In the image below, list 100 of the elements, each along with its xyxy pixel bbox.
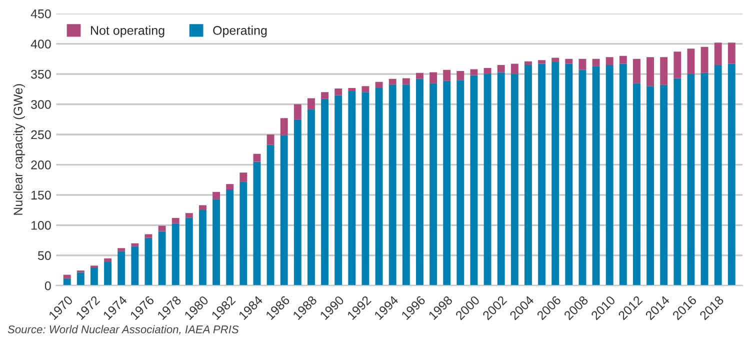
bar: [619, 56, 627, 64]
bar: [375, 82, 383, 88]
bar: [484, 74, 492, 286]
bar: [185, 213, 193, 218]
bar: [687, 48, 695, 74]
bar: [510, 74, 518, 286]
bar: [334, 95, 342, 286]
bar: [118, 251, 126, 286]
bar: [714, 42, 722, 65]
bar: [104, 262, 112, 286]
bar: [578, 70, 586, 286]
bar: [307, 98, 315, 110]
bar: [632, 58, 640, 84]
bar: [578, 58, 586, 70]
bar: [606, 57, 614, 65]
y-tick-label: 100: [31, 220, 51, 230]
bar: [402, 78, 410, 84]
bar: [321, 92, 329, 99]
bar: [198, 210, 206, 286]
bar: [456, 71, 464, 80]
bar: [144, 234, 152, 238]
bar: [280, 135, 288, 286]
bar: [430, 72, 438, 84]
bar: [728, 64, 736, 286]
bar: [63, 274, 71, 278]
bar: [172, 223, 180, 286]
bar: [118, 248, 126, 252]
bar: [646, 86, 654, 286]
bar: [402, 84, 410, 286]
bar: [185, 218, 193, 286]
bar: [212, 192, 220, 200]
y-tick-label: 200: [31, 160, 51, 170]
source-note: Source: World Nuclear Association, IAEA PRIS: [8, 325, 239, 335]
bar: [416, 78, 424, 286]
bar: [565, 58, 573, 64]
bar: [714, 64, 722, 286]
bar: [240, 182, 248, 286]
bar: [63, 278, 71, 286]
bar: [632, 83, 640, 286]
bar: [674, 52, 682, 78]
y-tick-label: 300: [31, 100, 51, 109]
bar: [484, 68, 492, 74]
bar: [294, 119, 302, 286]
bar: [456, 80, 464, 286]
bar: [362, 92, 370, 286]
bar: [660, 57, 668, 85]
bar: [660, 84, 668, 286]
bar: [443, 70, 451, 81]
y-tick-label: 400: [30, 40, 51, 48]
bar: [592, 58, 600, 66]
bar: [524, 64, 532, 286]
bar: [524, 61, 532, 65]
bar: [104, 258, 112, 262]
bar: [321, 98, 329, 286]
legend-label: Operating: [213, 26, 267, 38]
bar: [294, 104, 302, 120]
bar: [348, 88, 356, 91]
y-axis-title: Nuclear capacity (GWe): [13, 84, 25, 215]
bar: [158, 231, 166, 286]
bar: [728, 42, 736, 64]
bar: [606, 64, 614, 286]
bar: [497, 64, 505, 72]
bar: [538, 64, 546, 286]
legend-label: Not operating: [91, 26, 164, 38]
bar: [470, 75, 478, 286]
bar: [687, 74, 695, 286]
bar: [226, 189, 234, 286]
bar: [497, 72, 505, 286]
bar: [172, 218, 180, 224]
bar: [510, 64, 518, 74]
bar: [470, 69, 478, 76]
bar: [240, 172, 248, 182]
y-tick-label: 50: [38, 251, 51, 260]
bar: [90, 267, 98, 286]
bar: [443, 80, 451, 286]
bar: [375, 88, 383, 286]
bar: [416, 72, 424, 79]
bar: [280, 118, 288, 136]
bar: [700, 72, 708, 286]
bar: [388, 78, 396, 84]
bar: [131, 246, 139, 286]
bar: [76, 272, 84, 286]
bar: [362, 86, 370, 92]
bar: [307, 109, 315, 286]
bar: [198, 205, 206, 210]
bar: [253, 162, 261, 286]
y-tick-label: 350: [31, 70, 51, 79]
y-tick-label: 450: [30, 9, 51, 18]
y-tick-label: 0: [44, 281, 51, 290]
bar: [212, 199, 220, 286]
bar: [538, 60, 546, 64]
bar: [131, 243, 139, 246]
bar: [334, 88, 342, 96]
bar: [158, 226, 166, 232]
bar: [266, 134, 274, 145]
bar: [552, 62, 560, 286]
y-tick-label: 150: [31, 190, 51, 200]
bar: [266, 144, 274, 286]
bar: [700, 46, 708, 73]
bar: [430, 83, 438, 286]
